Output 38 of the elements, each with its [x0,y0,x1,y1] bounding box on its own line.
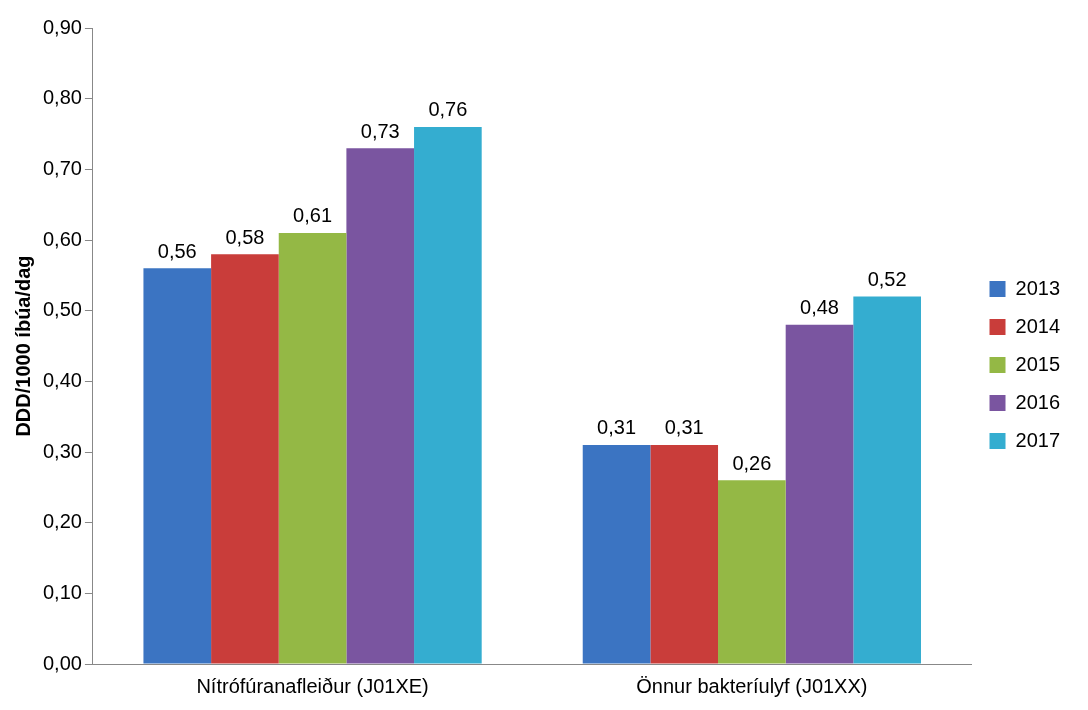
data-label: 0,26 [732,451,772,474]
bar [718,480,786,664]
y-tick-label: 0,30 [42,439,82,462]
y-tick-label: 0,90 [42,15,82,38]
y-tick-label: 0,60 [42,227,82,250]
legend-label: 2015 [1015,352,1061,375]
data-label: 0,76 [428,98,468,121]
legend-label: 2017 [1015,428,1061,451]
legend-label: 2013 [1015,276,1061,299]
bar [853,296,921,664]
bar [785,324,854,664]
y-tick-label: 0,80 [42,86,82,109]
data-label: 0,52 [867,268,907,291]
data-label: 0,56 [157,239,197,262]
y-tick-label: 0,50 [42,298,82,321]
data-label: 0,61 [293,204,333,227]
x-tick-label: Önnur bakteríulyf (J01XX) [636,674,868,697]
bar [582,444,651,664]
data-label: 0,48 [800,296,839,319]
y-tick-label: 0,20 [42,510,82,533]
data-label: 0,73 [360,119,400,142]
y-axis-title: DDD/1000 íbúa/dag [11,255,34,437]
y-tick-label: 0,70 [42,156,82,179]
x-tick-label: Nítrófúranafleiður (J01XE) [196,674,429,697]
legend-label: 2016 [1015,390,1061,413]
bar [414,126,482,664]
legend-label: 2014 [1015,314,1061,337]
data-label: 0,31 [597,416,637,439]
bar [143,268,212,664]
bar [346,148,415,664]
data-label: 0,31 [664,416,704,439]
y-tick-label: 0,40 [42,368,82,391]
bar [278,232,347,664]
bar [650,444,719,664]
data-label: 0,58 [225,225,265,248]
bar [211,254,279,664]
y-tick-label: 0,00 [42,651,82,674]
y-tick-label: 0,10 [42,580,82,603]
